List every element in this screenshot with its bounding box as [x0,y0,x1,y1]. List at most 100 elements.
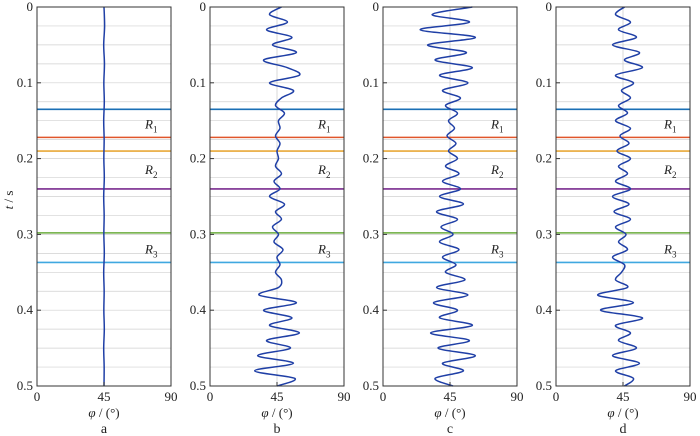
x-tick-label: 90 [338,389,351,404]
y-tick-label: 0.4 [17,302,34,317]
x-axis-separator: / [269,405,279,420]
horizon-label: R2 [317,162,330,180]
y-tick-label: 0.2 [536,151,552,166]
y-tick-label: 0 [546,0,553,14]
horizon-letter: R [317,242,326,257]
horizon-subscript: 2 [672,170,677,180]
y-tick-label: 0.5 [363,378,379,393]
x-tick-label: 45 [444,389,457,404]
y-tick-label: 0.5 [17,378,33,393]
horizon-label: R3 [490,242,504,260]
x-axis-label: φ / (°) [261,405,292,420]
y-tick-label: 0.3 [190,226,206,241]
y-tick-label: 0.4 [363,302,380,317]
horizon-subscript: 3 [326,250,331,260]
x-axis-variable: φ [607,405,614,420]
horizon-label: R3 [663,242,677,260]
x-tick-label: 45 [271,389,284,404]
horizon-label: R2 [663,162,676,180]
horizon-letter: R [144,242,153,257]
horizon-subscript: 2 [153,170,158,180]
y-tick-label: 0.3 [536,226,552,241]
horizon-letter: R [317,116,326,131]
horizon-label: R1 [663,116,676,134]
y-tick-label: 0.2 [17,151,33,166]
x-tick-label: 0 [34,389,41,404]
y-tick-label: 0.5 [536,378,552,393]
y-tick-label: 0.4 [190,302,207,317]
series-line [596,6,644,387]
x-tick-label: 90 [684,389,697,404]
x-axis-label: φ / (°) [607,405,638,420]
x-axis-variable: φ [261,405,268,420]
x-tick-label: 45 [617,389,630,404]
y-tick-label: 0.1 [363,75,379,90]
x-axis-separator: / [442,405,452,420]
horizon-subscript: 2 [326,170,331,180]
x-tick-label: 0 [380,389,387,404]
y-tick-label: 0.3 [17,226,33,241]
y-tick-label: 0.2 [363,151,379,166]
y-tick-label: 0 [373,0,380,14]
y-tick-label: 0.5 [190,378,206,393]
horizon-letter: R [663,116,672,131]
horizon-label: R1 [490,116,503,134]
horizon-label: R2 [144,162,157,180]
horizon-subscript: 3 [153,250,158,260]
x-axis-label: φ / (°) [88,405,119,420]
series-line [253,6,301,387]
series-line [102,6,106,387]
x-axis-separator: / [96,405,106,420]
x-axis-label: φ / (°) [434,405,465,420]
y-tick-label: 0.2 [190,151,206,166]
panel-label: b [274,422,281,436]
y-tick-label: 0 [27,0,34,14]
horizon-subscript: 1 [672,124,677,134]
horizon-label: R2 [490,162,503,180]
x-tick-label: 90 [511,389,524,404]
grid-lines [210,7,344,386]
x-axis-variable: φ [88,405,95,420]
x-axis-unit: (°) [279,405,293,420]
horizon-letter: R [663,162,672,177]
horizon-letter: R [490,116,499,131]
horizon-letter: R [144,116,153,131]
horizon-letter: R [663,242,672,257]
x-axis-unit: (°) [106,405,120,420]
horizon-subscript: 1 [153,124,158,134]
panel-label: d [620,422,627,436]
y-tick-label: 0.1 [17,75,33,90]
horizon-subscript: 1 [326,124,331,134]
horizon-subscript: 3 [672,250,677,260]
x-tick-label: 45 [98,389,111,404]
x-tick-label: 0 [553,389,560,404]
x-axis-unit: (°) [452,405,466,420]
y-axis-unit: s [1,191,16,196]
horizon-letter: R [490,242,499,257]
horizon-subscript: 1 [499,124,504,134]
horizon-label: R1 [317,116,330,134]
y-tick-label: 0.1 [536,75,552,90]
series-line [419,6,477,387]
horizon-subscript: 2 [499,170,504,180]
panel-label: c [447,422,453,436]
y-tick-label: 0.1 [190,75,206,90]
horizon-subscript: 3 [499,250,504,260]
y-axis-variable: t [1,205,16,209]
y-axis-label: t / s [1,191,16,210]
grid-lines [556,7,690,386]
x-tick-label: 0 [207,389,214,404]
panel-label: a [101,422,108,436]
horizon-label: R1 [144,116,157,134]
x-tick-label: 90 [165,389,178,404]
horizon-label: R3 [317,242,331,260]
horizon-letter: R [317,162,326,177]
horizon-letter: R [144,162,153,177]
x-axis-separator: / [615,405,625,420]
y-axis-title: t / s [1,191,16,210]
